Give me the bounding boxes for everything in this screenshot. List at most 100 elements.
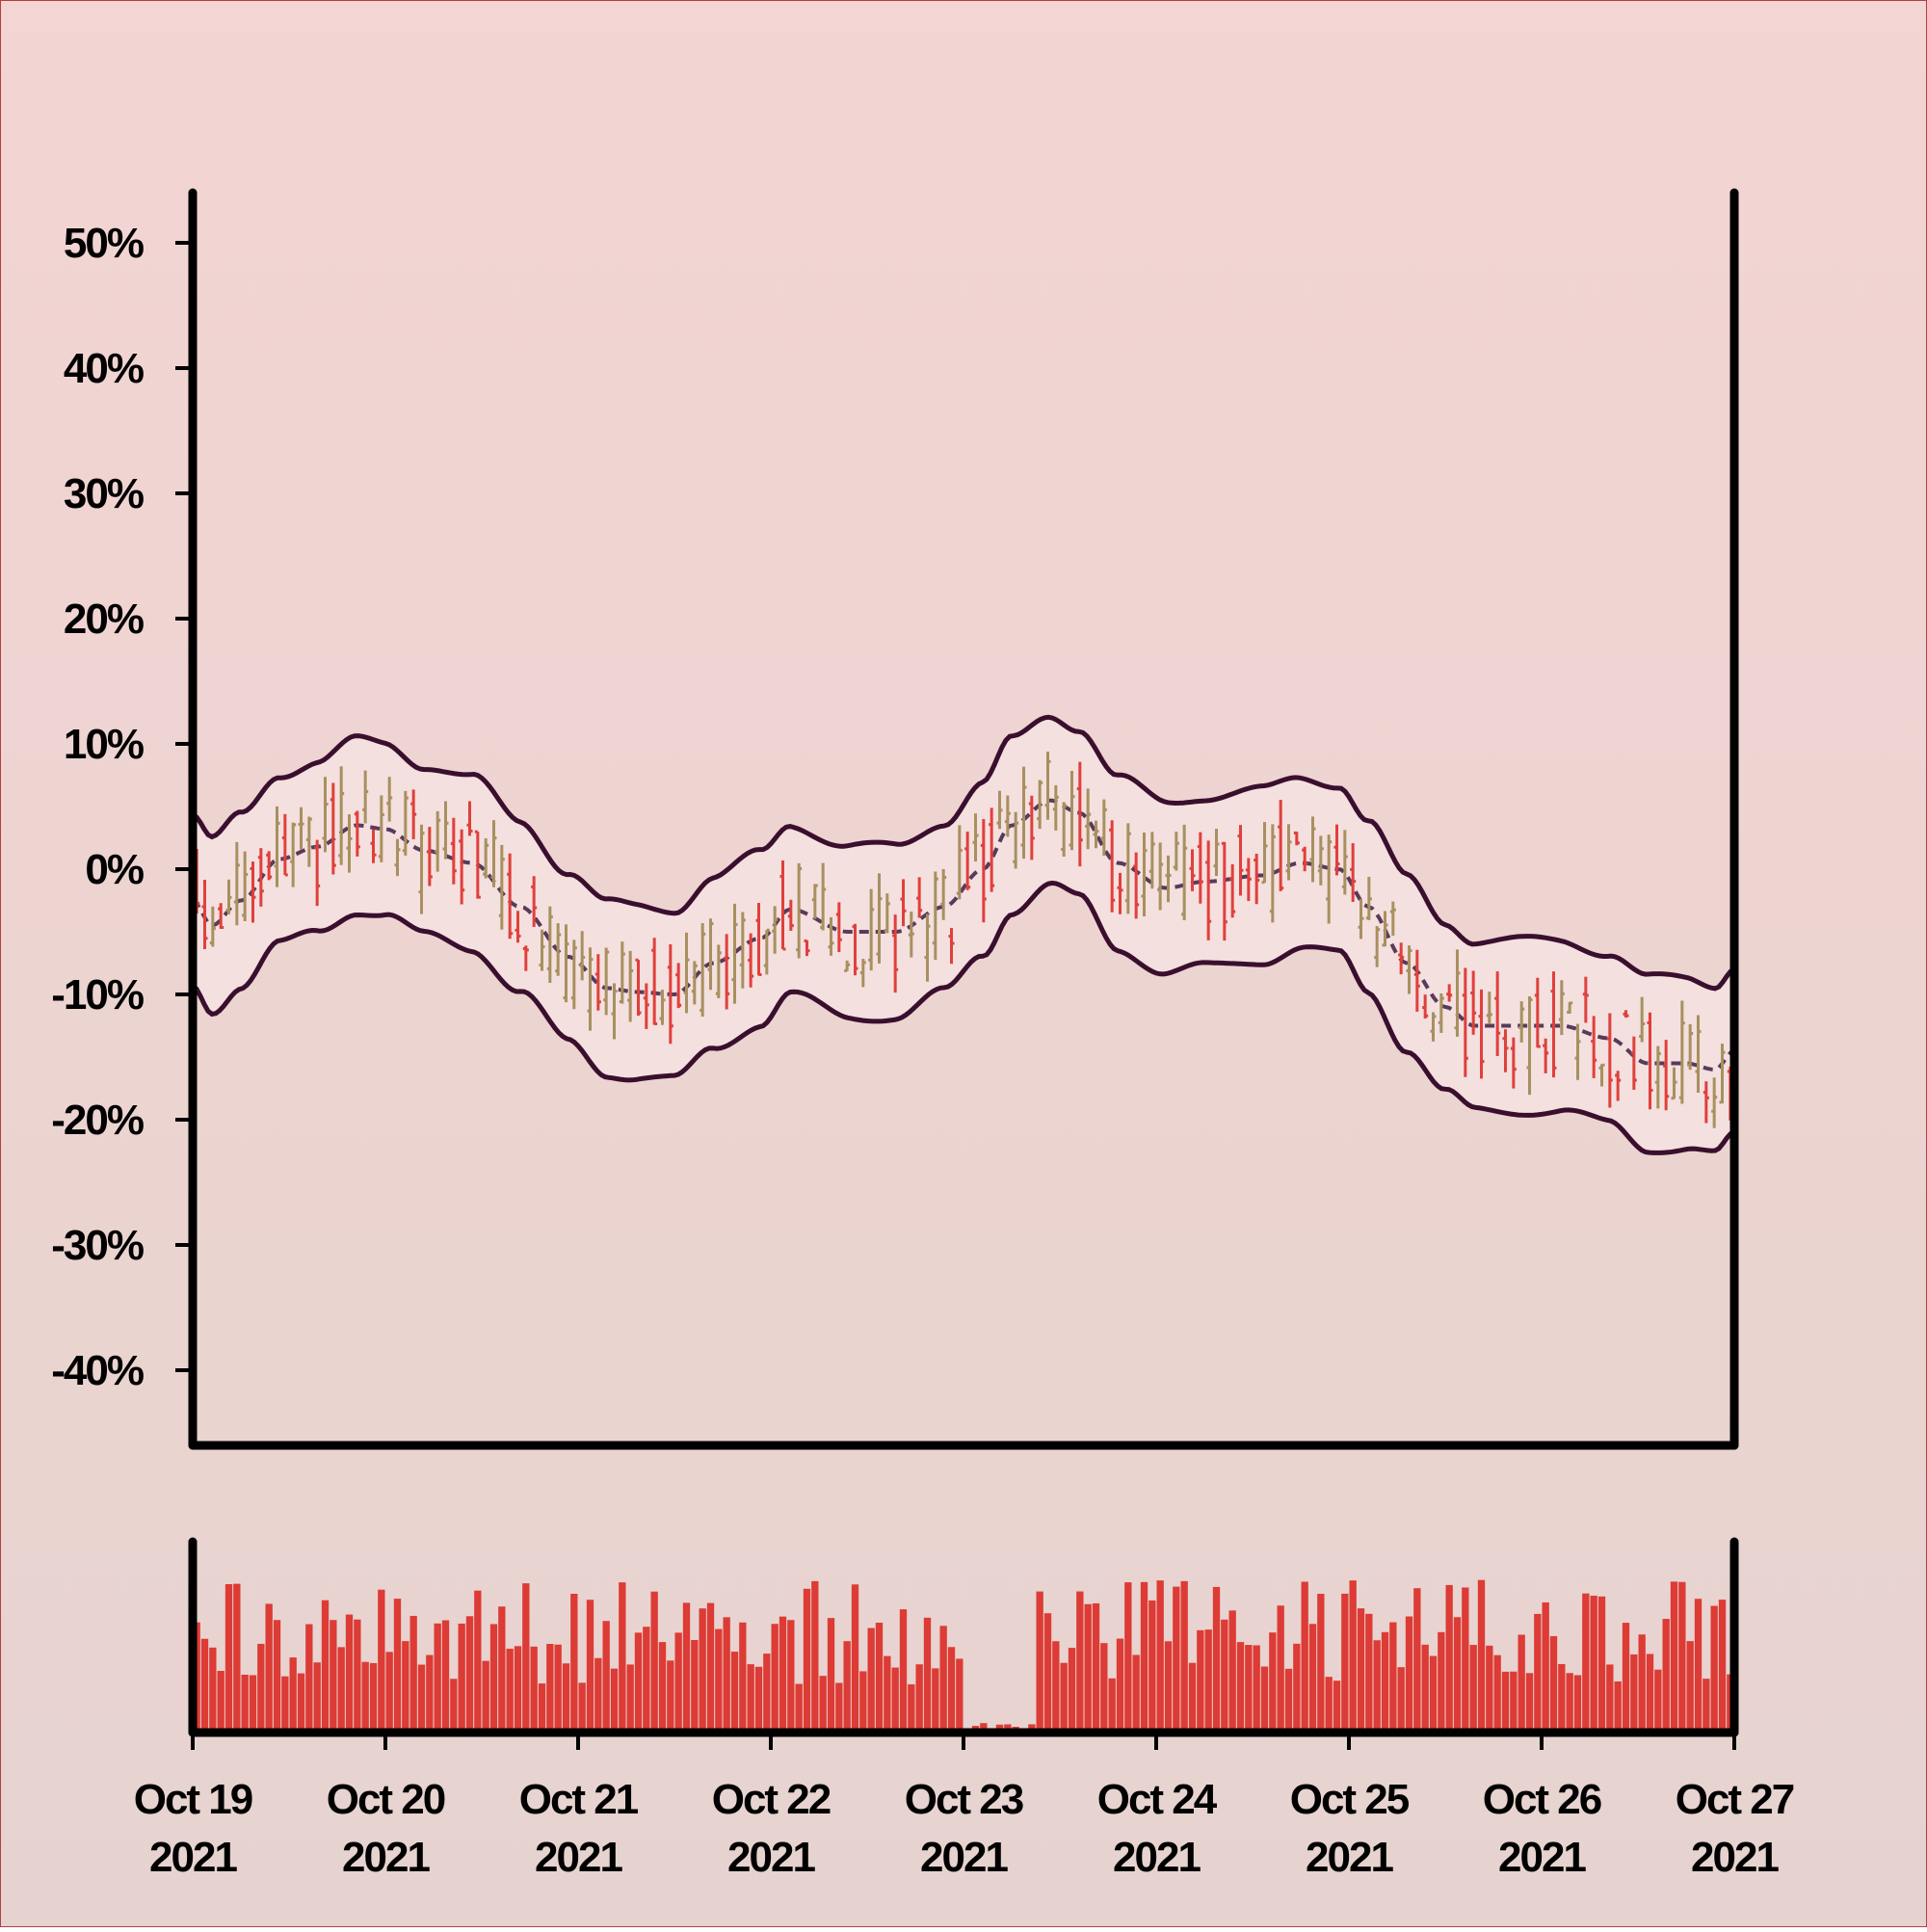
volume-bar [313,1662,321,1733]
volume-bar [715,1628,723,1733]
volume-bar [562,1663,570,1733]
volume-bar [594,1657,602,1733]
volume-bar [1413,1588,1421,1733]
ohlc-bar [201,879,208,949]
volume-bar [345,1614,354,1733]
ohlc-bar [354,810,360,857]
volume-bar [899,1609,908,1733]
ohlc-bar [675,963,682,1009]
volume-bar [402,1641,409,1733]
ohlc-bar [426,827,433,887]
ohlc-bar [828,916,834,956]
volume-bar [1245,1645,1253,1733]
ohlc-bar [1341,830,1348,895]
y-tick-label: 10% [64,721,144,768]
volume-bar [570,1594,578,1733]
ohlc-bar [1582,976,1589,1023]
ohlc-bar [522,945,529,971]
volume-bar [835,1682,843,1733]
ohlc-bar [772,906,779,954]
x-tick-label-date: Oct 23 [905,1776,1023,1823]
y-tick-label: -30% [51,1222,144,1269]
ohlc-bar [474,830,481,899]
ohlc-bar [1639,996,1646,1043]
y-tick-label: 40% [64,345,144,392]
ohlc-bar [1245,858,1252,901]
ohlc-bar [1133,852,1140,919]
volume-bar [1365,1613,1373,1733]
ohlc-bar [1221,841,1227,941]
ohlc-bar [1502,1029,1509,1072]
ohlc-bar [1526,996,1533,1096]
ohlc-bar [1478,989,1485,1079]
volume-bar [441,1620,450,1733]
y-tick-label: 0% [85,846,143,893]
volume-bar [747,1664,754,1733]
ohlc-bar [1413,949,1420,1012]
ohlc-bar [1678,1000,1685,1104]
ohlc-bar [1109,820,1116,913]
ohlc-bar [498,844,505,930]
ohlc-bar [579,931,586,981]
ohlc-bar [298,807,304,850]
x-tick-label-year: 2021 [342,1834,430,1881]
upper-band-line [191,714,1736,992]
ohlc-bar [683,932,690,1014]
ohlc-bar [884,893,890,934]
y-tick-label: -20% [51,1097,144,1144]
ohlc-bar [490,820,497,887]
bollinger-band-layer [191,714,1736,1155]
volume-bar [1534,1613,1542,1733]
ohlc-bar [1157,842,1164,911]
ohlc-bar [868,888,875,971]
volume-bar [1164,1641,1173,1733]
ohlc-bar [844,960,851,972]
tick-label-layer: 50% 40% 30% 20% 10% 0% -10% -20% -30% -40% Oct 19 2… [51,220,1796,1881]
ohlc-bar [1606,1013,1613,1108]
volume-bar [1453,1617,1462,1733]
ohlc-bar [1486,992,1492,1024]
volume-bar [1043,1613,1052,1733]
x-tick-label-year: 2021 [535,1834,622,1881]
volume-bar [1116,1638,1124,1733]
ohlc-bar [1598,1063,1605,1087]
ohlc-bar [250,861,256,923]
volume-bar [1597,1596,1606,1733]
ohlc-bar [1358,898,1364,940]
volume-bar [650,1591,658,1733]
ohlc-bar [450,817,457,885]
x-tick-label-year: 2021 [727,1834,815,1881]
ohlc-bar [1671,1067,1677,1100]
volume-bar [450,1679,458,1733]
ohlc-bar [1591,1016,1597,1078]
volume-bar [1308,1624,1317,1733]
ohlc-bar [209,906,216,947]
volume-bar [361,1661,369,1733]
volume-bar [891,1667,899,1733]
volume-bar [482,1660,489,1733]
volume-bar [699,1608,706,1733]
volume-bar [811,1580,819,1733]
ohlc-bar [1285,824,1292,881]
y-tick-label: 50% [64,220,144,267]
ohlc-bar [418,824,425,914]
volume-bar [426,1654,434,1733]
ohlc-bar [370,829,377,863]
volume-bar [1124,1582,1132,1733]
volume-bar [514,1646,522,1733]
volume-bar [827,1618,835,1733]
volume-bar [1333,1681,1341,1733]
volume-bar [980,1723,988,1733]
volume-bar [378,1589,385,1733]
volume-bar [956,1658,964,1733]
volume-bar [1253,1645,1260,1733]
ohlc-bar [635,958,642,1017]
ohlc-bar [587,947,594,1031]
ohlc-bar [305,816,312,867]
volume-bar [1646,1654,1654,1733]
volume-bar [1381,1631,1389,1733]
volume-bar [819,1676,827,1733]
ohlc-bar [1615,1071,1622,1101]
volume-bar [884,1655,891,1733]
